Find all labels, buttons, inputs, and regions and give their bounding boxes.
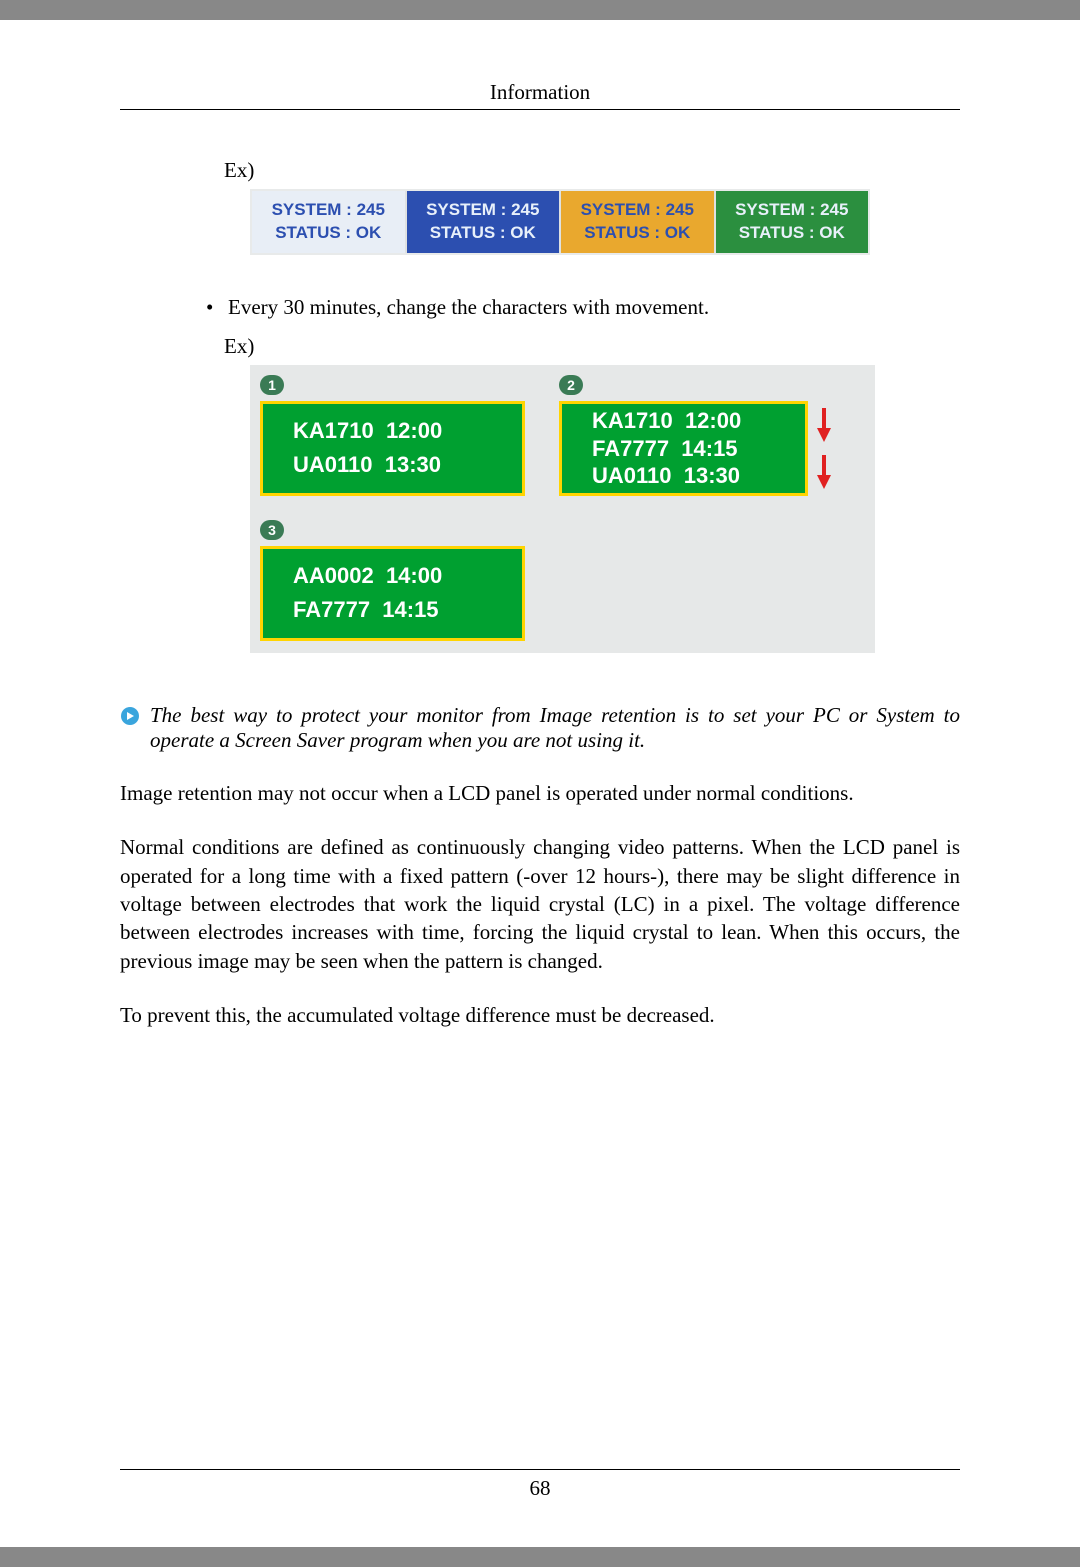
arrow-down-icon xyxy=(814,408,834,442)
paragraph-3: To prevent this, the accumulated voltage… xyxy=(120,1001,960,1029)
display-3: AA0002 14:00 FA7777 14:15 xyxy=(260,546,525,641)
display-line: FA7777 14:15 xyxy=(293,593,522,627)
note-arrow-icon xyxy=(120,706,140,732)
paragraph-1: Image retention may not occur when a LCD… xyxy=(120,779,960,807)
tile-status: STATUS : OK xyxy=(252,222,405,245)
panel-2-col: 2 AA0002 14:00 KA1710 12:00 FA7777 14:15… xyxy=(559,375,834,496)
tile-status: STATUS : OK xyxy=(407,222,560,245)
display-line: AA0002 14:00 xyxy=(293,559,522,593)
tile-system: SYSTEM : 245 xyxy=(561,199,714,222)
bullet-item: • Every 30 minutes, change the character… xyxy=(206,295,960,320)
document-page: Information Ex) SYSTEM : 245 STATUS : OK… xyxy=(0,20,1080,1547)
example-label-2: Ex) xyxy=(224,334,960,359)
badge-3: 3 xyxy=(260,520,284,540)
tile-2: SYSTEM : 245 STATUS : OK xyxy=(407,191,562,253)
arrow-down-icon xyxy=(814,455,834,489)
scroll-arrows xyxy=(814,401,834,496)
display-line: FA7777 14:15 xyxy=(592,435,741,463)
tile-4: SYSTEM : 245 STATUS : OK xyxy=(716,191,869,253)
color-tiles-example: SYSTEM : 245 STATUS : OK SYSTEM : 245 ST… xyxy=(250,189,870,255)
tile-system: SYSTEM : 245 xyxy=(716,199,869,222)
display-line: KA1710 12:00 xyxy=(592,407,741,435)
movement-panels-example: 1 KA1710 12:00 UA0110 13:30 2 AA0002 14:… xyxy=(250,365,875,653)
example-label-1: Ex) xyxy=(224,158,960,183)
panel-1-col: 1 KA1710 12:00 UA0110 13:30 xyxy=(260,375,535,496)
display-line: UA0110 13:30 xyxy=(592,462,741,490)
display-line: UA0110 13:30 xyxy=(293,448,522,482)
display-line: KA1710 12:00 xyxy=(293,414,522,448)
badge-1: 1 xyxy=(260,375,284,395)
tile-1: SYSTEM : 245 STATUS : OK xyxy=(252,191,407,253)
tile-3: SYSTEM : 245 STATUS : OK xyxy=(561,191,716,253)
panel-3-col: 3 AA0002 14:00 FA7777 14:15 xyxy=(260,520,535,641)
note-text: The best way to protect your monitor fro… xyxy=(150,703,960,753)
tile-status: STATUS : OK xyxy=(716,222,869,245)
page-header: Information xyxy=(120,80,960,110)
bullet-text: Every 30 minutes, change the characters … xyxy=(228,295,709,320)
bullet-icon: • xyxy=(206,295,228,320)
badge-2: 2 xyxy=(559,375,583,395)
display-2: AA0002 14:00 KA1710 12:00 FA7777 14:15 U… xyxy=(559,401,808,496)
note-row: The best way to protect your monitor fro… xyxy=(120,703,960,753)
tile-system: SYSTEM : 245 xyxy=(252,199,405,222)
display-1: KA1710 12:00 UA0110 13:30 xyxy=(260,401,525,496)
tile-status: STATUS : OK xyxy=(561,222,714,245)
page-footer: 68 xyxy=(120,1469,960,1501)
tile-system: SYSTEM : 245 xyxy=(407,199,560,222)
paragraph-2: Normal conditions are defined as continu… xyxy=(120,833,960,975)
page-number: 68 xyxy=(530,1476,551,1500)
